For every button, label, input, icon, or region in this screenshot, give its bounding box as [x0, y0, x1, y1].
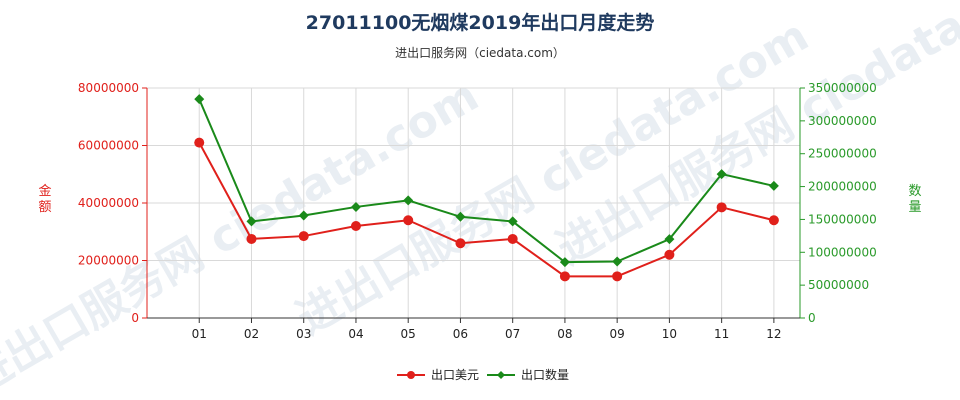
- series: [194, 94, 779, 282]
- data-point-qty: [768, 180, 779, 191]
- left-tick-label: 0: [131, 311, 139, 325]
- data-point-usd: [664, 249, 675, 260]
- x-tick-label: 10: [662, 327, 677, 341]
- data-point-qty: [298, 210, 309, 221]
- left-tick-label: 20000000: [78, 254, 139, 268]
- right-tick-label: 0: [808, 311, 816, 325]
- series-line-2: [198, 98, 775, 264]
- data-point-qty: [559, 257, 570, 268]
- x-tick-label: 08: [557, 327, 572, 341]
- legend-label-1: 出口美元: [431, 368, 479, 382]
- right-tick-label: 350000000: [808, 81, 877, 95]
- data-point-qty: [350, 201, 361, 212]
- legend-marker-qty: [497, 371, 505, 379]
- x-tick-label: 05: [401, 327, 416, 341]
- left-tick-label: 60000000: [78, 139, 139, 153]
- data-point-qty: [403, 195, 414, 206]
- x-tick-label: 02: [244, 327, 259, 341]
- x-tick-label: 04: [348, 327, 363, 341]
- right-tick-label: 250000000: [808, 147, 877, 161]
- data-point-qty: [455, 211, 466, 222]
- right-tick-label: 100000000: [808, 245, 877, 259]
- data-point-qty: [716, 169, 727, 180]
- data-point-usd: [246, 233, 257, 244]
- data-point-qty: [246, 216, 257, 227]
- data-point-qty: [612, 256, 623, 267]
- right-axis-title: 数量: [908, 184, 921, 215]
- data-point-usd: [298, 231, 309, 242]
- data-point-usd: [768, 215, 779, 226]
- x-tick-label: 03: [296, 327, 311, 341]
- left-tick-label: 80000000: [78, 81, 139, 95]
- x-tick-label: 12: [766, 327, 781, 341]
- data-point-usd: [403, 215, 414, 226]
- left-axis-title-char: 额: [38, 200, 51, 215]
- data-point-qty: [194, 94, 205, 105]
- left-axis-title: 金额: [38, 183, 51, 215]
- right-tick-label: 50000000: [808, 278, 869, 292]
- grid: [147, 87, 800, 319]
- data-point-usd: [455, 238, 466, 249]
- x-tick-label: 01: [192, 327, 207, 341]
- x-tick-label: 09: [610, 327, 625, 341]
- data-point-usd: [507, 233, 518, 244]
- x-tick-label: 06: [453, 327, 468, 341]
- x-tick-label: 11: [714, 327, 729, 341]
- right-tick-label: 150000000: [808, 212, 877, 226]
- legend-label-2: 出口数量: [521, 367, 569, 382]
- chart-subtitle: 进出口服务网（ciedata.com）: [395, 46, 565, 60]
- data-point-usd: [559, 271, 570, 282]
- legend: 出口美元 出口数量: [397, 367, 569, 382]
- data-point-usd: [612, 271, 623, 282]
- data-point-qty: [664, 234, 675, 245]
- series-line-1: [198, 142, 775, 278]
- left-tick-label: 40000000: [78, 196, 139, 210]
- right-tick-label: 200000000: [808, 180, 877, 194]
- data-point-usd: [716, 202, 727, 213]
- data-point-usd: [350, 221, 361, 231]
- right-axis-title-char: 数: [908, 184, 921, 199]
- legend-marker-usd: [407, 371, 415, 379]
- data-point-usd: [194, 137, 205, 148]
- data-point-qty: [507, 216, 518, 227]
- axes: 0 20000000 40000000 60000000 80000000 0 500000…: [38, 81, 921, 341]
- chart-title: 27011100无烟煤2019年出口月度走势: [305, 12, 655, 34]
- left-axis-title-char: 金: [38, 183, 51, 199]
- right-tick-label: 300000000: [808, 114, 877, 128]
- x-tick-label: 07: [505, 327, 520, 341]
- right-axis-title-char: 量: [908, 200, 921, 215]
